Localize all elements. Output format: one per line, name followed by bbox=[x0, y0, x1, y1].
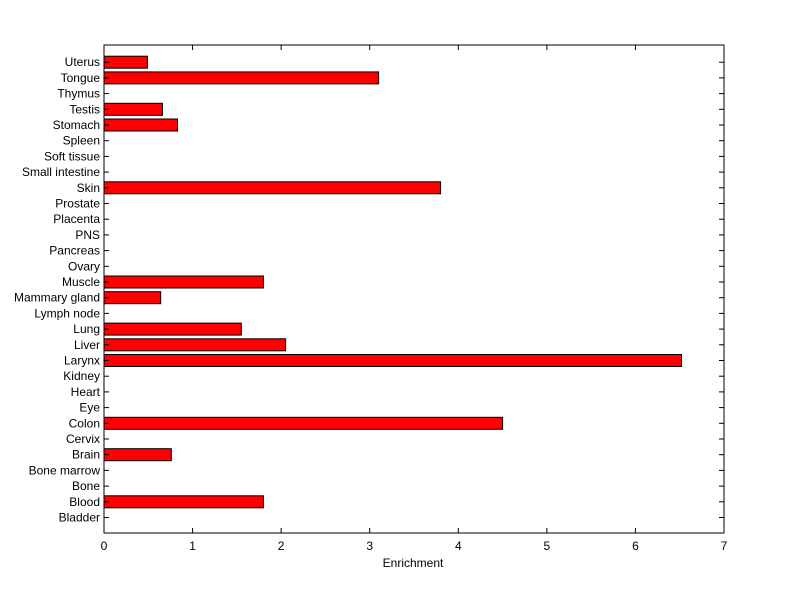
bar-testis bbox=[103, 102, 163, 116]
y-tick-label: Prostate bbox=[55, 197, 100, 211]
bar-mammary-gland bbox=[103, 291, 162, 305]
x-tick-label: 6 bbox=[632, 539, 639, 553]
bar-muscle bbox=[103, 275, 264, 289]
y-tick-label: PNS bbox=[75, 228, 100, 242]
plot-frame bbox=[103, 44, 725, 534]
y-tick-label: Lung bbox=[73, 322, 100, 336]
y-tick-label: Small intestine bbox=[22, 165, 100, 179]
x-tick-label: 2 bbox=[278, 539, 285, 553]
y-tick-label: Ovary bbox=[68, 259, 100, 273]
x-tick-label: 4 bbox=[455, 539, 462, 553]
y-tick-label: Stomach bbox=[53, 118, 100, 132]
x-tick-label: 1 bbox=[189, 539, 196, 553]
y-tick-label: Bladder bbox=[59, 511, 100, 525]
y-tick-label: Uterus bbox=[65, 55, 100, 69]
y-tick-label: Thymus bbox=[57, 87, 100, 101]
x-ticks-group: 0 1 2 3 4 5 6 7 bbox=[101, 45, 728, 553]
y-tick-label: Larynx bbox=[64, 354, 100, 368]
y-tick-label: Mammary gland bbox=[14, 291, 100, 305]
bar-brain bbox=[103, 448, 172, 462]
bar-liver bbox=[103, 338, 287, 352]
bar-lung bbox=[103, 322, 242, 336]
bar-stomach bbox=[103, 118, 178, 132]
x-tick-label: 0 bbox=[101, 539, 108, 553]
y-tick-label: Blood bbox=[69, 495, 100, 509]
y-tick-label: Muscle bbox=[62, 275, 100, 289]
y-tick-label: Lymph node bbox=[34, 306, 100, 320]
y-tick-label: Eye bbox=[79, 401, 100, 415]
y-tick-label: Colon bbox=[69, 416, 100, 430]
bar-tongue bbox=[103, 71, 380, 85]
x-tick-label: 3 bbox=[366, 539, 373, 553]
y-tick-label: Heart bbox=[71, 385, 101, 399]
y-tick-label: Soft tissue bbox=[44, 149, 100, 163]
y-tick-label: Placenta bbox=[53, 212, 100, 226]
bar-skin bbox=[103, 181, 442, 195]
y-tick-label: Tongue bbox=[61, 71, 101, 85]
y-tick-label: Liver bbox=[74, 338, 100, 352]
y-tick-label: Cervix bbox=[66, 432, 100, 446]
y-tick-label: Pancreas bbox=[49, 244, 100, 258]
y-tick-label: Spleen bbox=[63, 134, 100, 148]
x-tick-label: 7 bbox=[721, 539, 728, 553]
x-tick-label: 5 bbox=[544, 539, 551, 553]
bar-blood bbox=[103, 495, 264, 509]
bar-uterus bbox=[103, 55, 148, 69]
y-tick-label: Skin bbox=[77, 181, 100, 195]
x-axis-label: Enrichment bbox=[383, 556, 444, 570]
y-tick-label: Brain bbox=[72, 448, 100, 462]
bar-larynx bbox=[103, 354, 682, 367]
plot-area bbox=[104, 45, 724, 533]
y-tick-label: Bone marrow bbox=[29, 463, 101, 477]
y-tick-label: Kidney bbox=[63, 369, 100, 383]
y-tick-label: Bone bbox=[72, 479, 100, 493]
bar-colon bbox=[103, 416, 504, 430]
y-tick-label: Testis bbox=[69, 102, 100, 116]
